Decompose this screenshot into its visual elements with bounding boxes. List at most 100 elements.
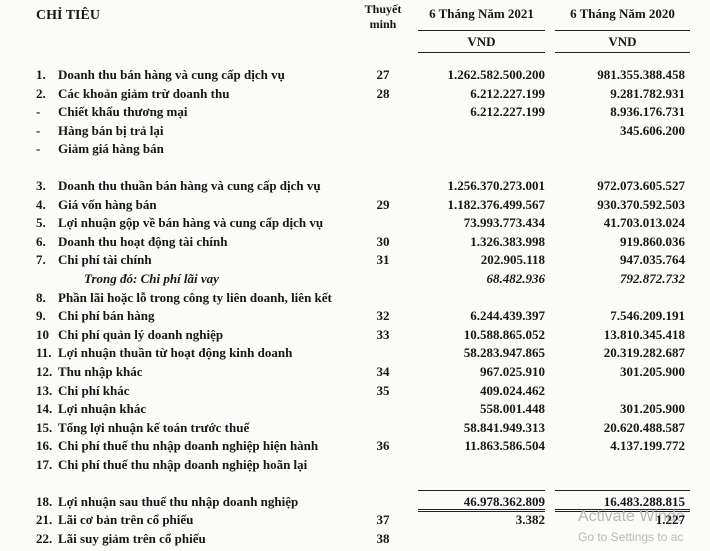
row-label: Chiết khấu thương mại (58, 104, 188, 120)
row-number: 18. (36, 493, 53, 509)
row-number: 3. (36, 178, 46, 193)
value-2021: 46.978.362.809 (463, 493, 545, 509)
row-note: 30 (376, 233, 390, 249)
row-label: Các khoản giảm trừ doanh thu (58, 85, 230, 101)
row-label: Chi phí quản lý doanh nghiệp (58, 326, 224, 342)
value-2020: 41.703.013.024 (603, 215, 685, 231)
row-label: Phần lãi hoặc lỗ trong công ty liên doan… (58, 289, 332, 305)
row-number: 17. (36, 457, 53, 472)
row-number: 8. (36, 289, 46, 305)
row-label: Doanh thu hoạt động tài chính (58, 233, 228, 249)
value-2021: 11.863.586.504 (464, 438, 545, 454)
row-label: Trong đó: Chi phí lãi vay (84, 271, 219, 286)
row-number: - (36, 141, 41, 157)
row-label: Doanh thu bán hàng và cung cấp dịch vụ (58, 67, 285, 82)
row-number: 4. (36, 196, 46, 212)
row-number: 10 (36, 326, 49, 342)
rule (418, 509, 545, 512)
rule (418, 30, 545, 31)
value-2021: 73.993.773.434 (463, 215, 545, 231)
row-label: Lợi nhuận sau thuế thu nhập doanh nghiệp (58, 493, 299, 509)
value-2020: 7.546.209.191 (610, 308, 685, 324)
row-number: 2. (36, 85, 46, 101)
rule (555, 30, 690, 31)
header-currency: VND (467, 34, 496, 49)
row-label: Lợi nhuận thuần từ hoạt động kinh doanh (58, 345, 293, 361)
value-2021: 58.841.949.313 (463, 419, 545, 435)
value-2020: 20.620.488.587 (603, 419, 685, 435)
row-number: 6. (36, 233, 46, 249)
header-period: 6 Tháng Năm 2021 (429, 6, 534, 21)
row-label: Lãi suy giảm trên cổ phiếu (58, 530, 206, 546)
watermark: Activate Windo (578, 508, 685, 525)
row-label: Chi phí tài chính (58, 252, 152, 268)
row-number: 22. (36, 530, 53, 546)
row-label: Chi phí bán hàng (58, 308, 155, 324)
value-2020: 301.205.900 (620, 401, 685, 417)
header-period: 6 Tháng Năm 2020 (570, 6, 675, 21)
row-label: Chi phí thuế thu nhập doanh nghiệp hoãn … (58, 457, 308, 472)
value-2021: 1.262.582.500.200 (447, 67, 546, 82)
row-number: 7. (36, 252, 46, 268)
rule (555, 509, 690, 512)
row-label: Lợi nhuận gộp về bán hàng và cung cấp dị… (58, 215, 324, 231)
row-number: 15. (36, 419, 53, 435)
header-indicator: CHỈ TIÊU (36, 8, 100, 23)
row-label: Lợi nhuận khác (58, 401, 147, 417)
row-label: Giá vốn hàng bán (58, 196, 157, 212)
value-2021: 10.588.865.052 (463, 326, 545, 342)
value-2021: 6.244.439.397 (470, 308, 545, 324)
row-label: Doanh thu thuần bán hàng và cung cấp dịc… (58, 178, 321, 193)
row-note: 33 (376, 326, 390, 342)
value-2020: 930.370.592.503 (597, 196, 685, 212)
rule (555, 490, 690, 491)
row-note: 29 (376, 196, 390, 212)
row-number: 5. (36, 215, 46, 231)
value-2020: 301.205.900 (620, 364, 685, 379)
value-2021: 409.024.462 (480, 382, 545, 398)
row-note: 38 (376, 530, 390, 546)
value-2021: 6.212.227.199 (470, 104, 545, 120)
value-2020: 20.319.282.687 (603, 345, 685, 361)
value-2021: 6.212.227.199 (470, 85, 545, 101)
header-note: Thuyết minh (364, 2, 402, 31)
row-number: - (36, 104, 41, 120)
row-number: 9. (36, 308, 46, 324)
value-2020: 345.606.200 (620, 122, 685, 138)
value-2020: 4.137.199.772 (610, 438, 685, 454)
value-2020: 16.483.288.815 (603, 493, 685, 509)
value-2021: 58.283.947.865 (463, 345, 545, 361)
value-2020: 981.355.388.458 (597, 67, 685, 82)
row-note: 36 (376, 438, 390, 454)
row-number: 14. (36, 401, 53, 417)
value-2020: 8.936.176.731 (610, 104, 685, 120)
rule (418, 490, 545, 491)
row-note: 35 (376, 382, 390, 398)
row-note: 32 (376, 308, 390, 324)
value-2020: 9.281.782.931 (610, 85, 685, 101)
value-2021: 3.382 (515, 512, 545, 528)
value-2021: 202.905.118 (480, 252, 545, 268)
header-currency: VND (608, 34, 637, 49)
rule (555, 52, 690, 53)
value-2020: 1.227 (655, 512, 685, 528)
row-number: 11. (36, 345, 52, 361)
row-note: 27 (376, 67, 390, 82)
value-2021: 558.001.448 (480, 401, 545, 417)
row-label: Thu nhập khác (58, 364, 143, 379)
row-number: 21. (36, 512, 53, 528)
row-label: Tổng lợi nhuận kế toán trước thuế (58, 419, 250, 435)
row-note: 31 (376, 252, 390, 268)
row-number: 1. (36, 67, 46, 82)
row-note: 37 (376, 512, 390, 528)
value-2021: 1.326.383.998 (470, 233, 545, 249)
value-2021: 967.025.910 (480, 364, 545, 379)
row-note: 34 (376, 364, 390, 379)
rule (418, 52, 545, 53)
value-2021: 1.182.376.499.567 (447, 196, 546, 212)
value-2020: 919.860.036 (620, 233, 685, 249)
value-2021: 68.482.936 (486, 271, 546, 286)
row-label: Giảm giá hàng bán (58, 141, 164, 157)
row-number: - (36, 122, 41, 138)
